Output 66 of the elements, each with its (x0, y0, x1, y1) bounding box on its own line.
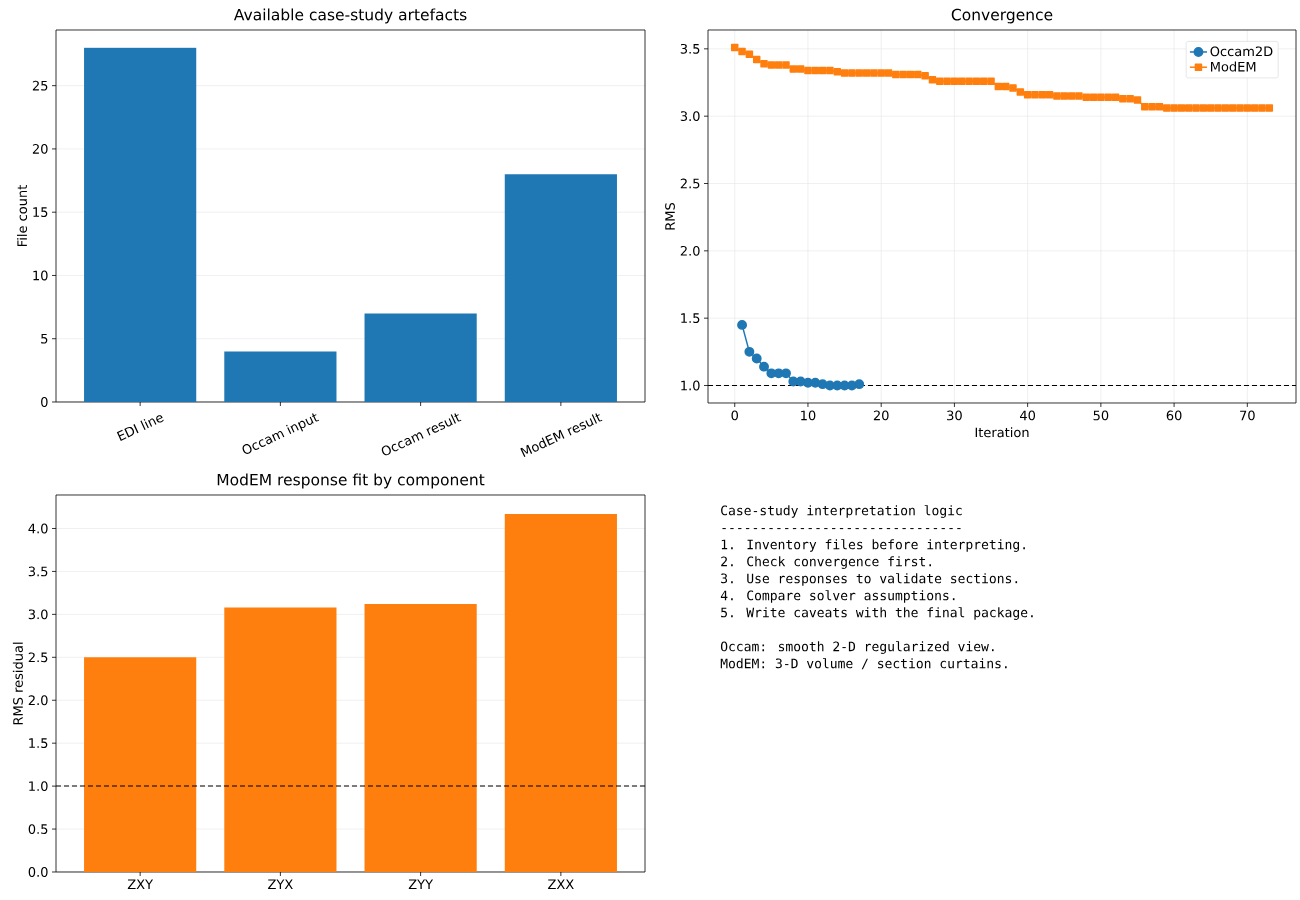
y-tick-label: 3.0 (28, 609, 48, 620)
bar (364, 604, 477, 872)
y-tick-label: 4.0 (28, 523, 48, 534)
y-tick-label: 1.0 (681, 380, 700, 391)
chart-title: Convergence (951, 8, 1053, 24)
y-axis-title: RMS (665, 202, 675, 230)
text: 4. Compare solver assumptions. (720, 590, 955, 603)
y-tick-label: 20 (32, 144, 48, 154)
x-tick-label: 10 (801, 410, 816, 421)
y-tick-label: 0.0 (28, 867, 48, 877)
legend-label: ModEM (1211, 61, 1256, 72)
point (751, 353, 762, 364)
y-tick-label: 5 (41, 333, 48, 344)
y-axis-title: RMS residual (12, 642, 23, 725)
x-tick-label: ZXY (127, 879, 154, 890)
y-tick-label: 1.0 (29, 781, 48, 792)
bar (364, 313, 477, 402)
y-tick-label: 2.0 (680, 245, 700, 256)
point (759, 361, 769, 372)
text: ------------------------------- (722, 528, 961, 530)
y-tick-label: 3.5 (680, 43, 700, 54)
point (737, 319, 748, 330)
chart-title: Available case-study artefacts (233, 8, 467, 24)
x-tick-label: ZXX (548, 879, 574, 890)
y-tick-label: 2.5 (680, 178, 700, 189)
y-tick-label: 25 (32, 80, 48, 91)
x-axis-title: Iteration (975, 427, 1029, 438)
y-tick-label: 1.5 (29, 738, 48, 749)
point (744, 346, 755, 357)
y-tick-label: 10 (33, 270, 48, 281)
bar (504, 174, 617, 402)
text: 1. Inventory files before interpreting. (721, 539, 1025, 552)
x-tick-label: ZYY (408, 879, 434, 890)
x-tick-label: 0 (731, 410, 738, 421)
bar (224, 607, 337, 872)
x-tick-label: ZYX (268, 879, 293, 890)
bar (84, 47, 197, 402)
x-tick-label: 50 (1093, 410, 1109, 421)
y-tick-label: 0 (41, 397, 48, 407)
point (781, 368, 791, 379)
text: 3. Use responses to validate sections. (721, 573, 1018, 586)
bar (84, 657, 197, 872)
chart-title: ModEM response fit by component (217, 473, 485, 489)
y-tick-label: 0.5 (28, 824, 48, 834)
bar (504, 513, 617, 872)
x-tick-label: 70 (1240, 410, 1255, 421)
text: Case-study interpretation logic (721, 505, 962, 518)
y-tick-label: 3.0 (680, 111, 700, 122)
bar (224, 351, 337, 402)
y-axis-title: File count (17, 185, 28, 246)
y-tick-label: 15 (33, 207, 48, 218)
text: 2. Check convergence first. (721, 556, 931, 569)
x-tick-label: 40 (1020, 410, 1036, 421)
y-tick-label: 1.5 (681, 313, 700, 323)
text: ModEM: 3-D volume / section curtains. (720, 658, 1007, 670)
x-tick-label: 60 (1166, 410, 1182, 421)
y-tick-label: 3.5 (28, 566, 48, 577)
y-tick-label: 2.5 (28, 652, 48, 663)
x-tick-label: 30 (947, 410, 962, 421)
x-tick-label: 20 (873, 410, 889, 421)
text: Occam: smooth 2-D regularized view. (720, 641, 994, 654)
y-tick-label: 2.0 (28, 695, 48, 706)
legend-label: Occam2D (1210, 46, 1273, 57)
point (854, 379, 865, 390)
x-tick-label: EDI line (116, 415, 164, 441)
text: 5. Write caveats with the final package. (721, 607, 1033, 620)
